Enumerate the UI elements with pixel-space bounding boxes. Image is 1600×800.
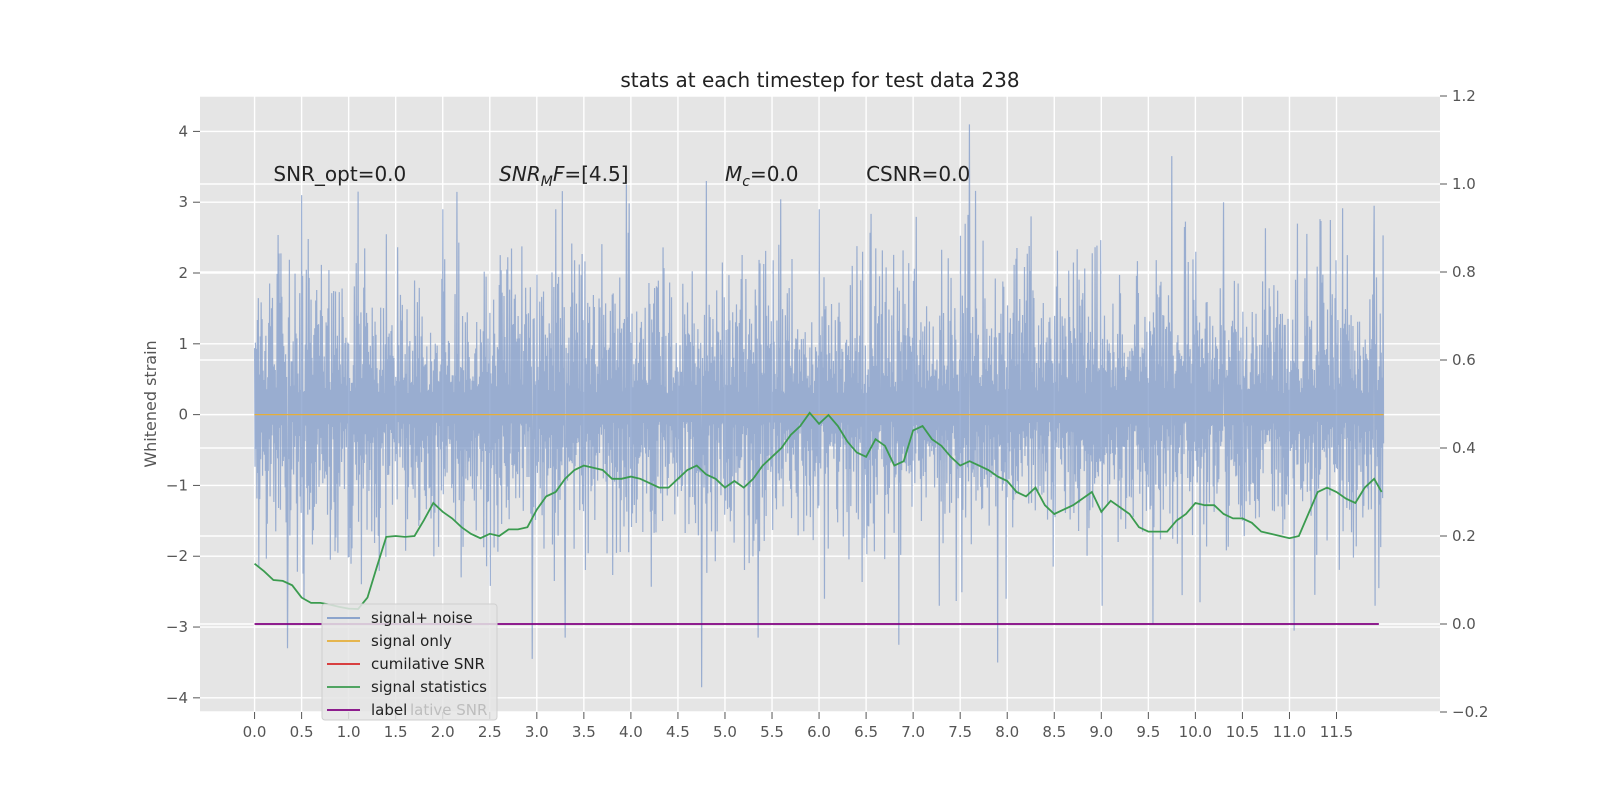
y2-tick-label: 0.0 bbox=[1452, 615, 1476, 633]
y2-tick-label: 0.4 bbox=[1452, 439, 1476, 457]
x-tick-label: 11.5 bbox=[1320, 723, 1353, 741]
annotation: SNRMF=[4.5] bbox=[499, 162, 628, 190]
x-tick-label: 9.0 bbox=[1089, 723, 1113, 741]
legend-shadow-text: lative SNR bbox=[410, 701, 487, 719]
x-tick-label: 0.5 bbox=[290, 723, 314, 741]
legend: signal+ noise signal only cumilative SNR si… bbox=[321, 603, 498, 721]
y-tick-label: 3 bbox=[178, 193, 188, 211]
legend-label: signal only bbox=[371, 632, 452, 650]
legend-box bbox=[321, 603, 498, 721]
x-tick-label: 3.5 bbox=[572, 723, 596, 741]
y-tick-label: 2 bbox=[178, 264, 188, 282]
y2-tick-label: −0.2 bbox=[1452, 703, 1488, 721]
x-tick-label: 0.0 bbox=[243, 723, 267, 741]
annotation: SNR_opt=0.0 bbox=[273, 162, 406, 186]
x-tick-label: 11.0 bbox=[1273, 723, 1306, 741]
y-tick-label: −4 bbox=[166, 689, 188, 707]
x-tick-label: 1.5 bbox=[384, 723, 408, 741]
x-tick-label: 8.5 bbox=[1042, 723, 1066, 741]
x-tick-label: 7.0 bbox=[901, 723, 925, 741]
y2-tick-label: 1.0 bbox=[1452, 175, 1476, 193]
signal-noise-line bbox=[253, 124, 1385, 688]
x-tick-label: 7.5 bbox=[948, 723, 972, 741]
y2-tick-label: 0.6 bbox=[1452, 351, 1476, 369]
x-tick-label: 4.5 bbox=[666, 723, 690, 741]
annotation: Mc=0.0 bbox=[725, 162, 799, 190]
x-tick-label: 2.5 bbox=[478, 723, 502, 741]
chart-title: stats at each timestep for test data 238 bbox=[620, 68, 1019, 92]
y2-tick-label: 0.8 bbox=[1452, 263, 1476, 281]
y-tick-label: −3 bbox=[166, 618, 188, 636]
annotation: CSNR=0.0 bbox=[866, 162, 970, 186]
annotations: SNR_opt=0.0 SNRMF=[4.5] Mc=0.0 CSNR=0.0 bbox=[273, 162, 970, 190]
legend-label: signal+ noise bbox=[371, 609, 473, 627]
x-tick-label: 8.0 bbox=[995, 723, 1019, 741]
x-tick-label: 1.0 bbox=[337, 723, 361, 741]
x-tick-label: 4.0 bbox=[619, 723, 643, 741]
legend-label: label bbox=[371, 701, 407, 719]
series-line-signal-statistics bbox=[254, 411, 1383, 610]
x-tick-label: 3.0 bbox=[525, 723, 549, 741]
y-tick-label: 4 bbox=[178, 122, 188, 140]
x-tick-label: 5.5 bbox=[760, 723, 784, 741]
y-tick-label: 1 bbox=[178, 335, 188, 353]
x-tick-label: 2.0 bbox=[431, 723, 455, 741]
x-tick-label: 10.5 bbox=[1226, 723, 1259, 741]
x-tick-label: 6.5 bbox=[854, 723, 878, 741]
y-tick-label: −1 bbox=[166, 476, 188, 494]
x-tick-label: 10.0 bbox=[1179, 723, 1212, 741]
y2-tick-label: 0.2 bbox=[1452, 527, 1476, 545]
y-tick-label: 0 bbox=[178, 406, 188, 424]
y-tick-label: −2 bbox=[166, 547, 188, 565]
x-tick-label: 5.0 bbox=[713, 723, 737, 741]
axes: −4 −3 −2 −1 0 1 2 3 4 −0.2 0.0 0.2 0.4 0.6 0.8 1.0 1.2 0.… bbox=[166, 87, 1489, 741]
y-axis-label: Whitened strain bbox=[141, 340, 160, 467]
y2-tick-label: 1.2 bbox=[1452, 87, 1476, 105]
legend-label: signal statistics bbox=[371, 678, 487, 696]
x-tick-label: 9.5 bbox=[1136, 723, 1160, 741]
x-tick-label: 6.0 bbox=[807, 723, 831, 741]
legend-label: cumilative SNR bbox=[371, 655, 485, 673]
signal-noise-series bbox=[253, 124, 1385, 688]
